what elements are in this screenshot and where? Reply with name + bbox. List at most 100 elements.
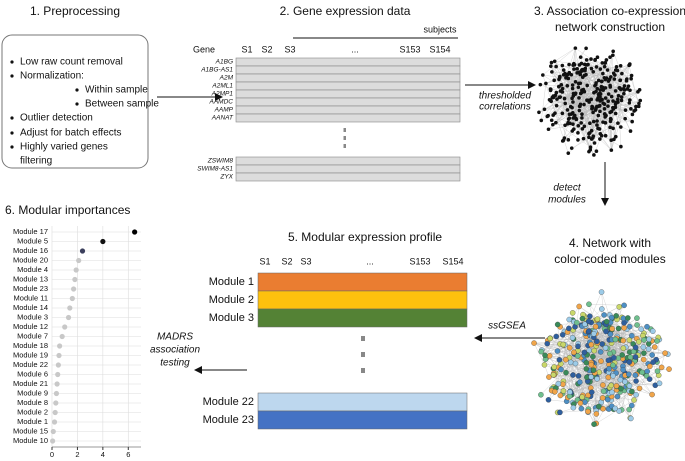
network-node bbox=[567, 112, 572, 117]
network-node bbox=[595, 97, 599, 102]
network-node bbox=[649, 391, 655, 398]
network-node bbox=[556, 84, 561, 89]
network-node bbox=[580, 75, 585, 80]
network-node bbox=[618, 63, 623, 68]
network-node bbox=[567, 116, 572, 120]
module-row bbox=[257, 392, 468, 412]
dot bbox=[56, 352, 62, 359]
network-node bbox=[587, 149, 591, 154]
network-node bbox=[611, 354, 617, 361]
network-edge bbox=[567, 106, 593, 124]
network-node bbox=[613, 383, 620, 389]
network-node bbox=[572, 67, 576, 71]
network-edge bbox=[551, 62, 560, 78]
network-node bbox=[593, 83, 597, 88]
arrow-label: thresholded bbox=[479, 91, 532, 102]
gene-row bbox=[235, 156, 461, 166]
network-node bbox=[551, 94, 556, 98]
network-node bbox=[572, 113, 577, 118]
network-node bbox=[645, 346, 652, 352]
network-node bbox=[612, 137, 616, 142]
bullet bbox=[10, 74, 14, 78]
network-node bbox=[585, 318, 592, 325]
network-node bbox=[603, 61, 607, 65]
network-node bbox=[577, 400, 584, 406]
network-node bbox=[628, 88, 632, 93]
network-node bbox=[594, 338, 600, 345]
network-edge bbox=[555, 69, 582, 123]
network-node bbox=[560, 388, 567, 394]
column-header: ... bbox=[366, 256, 374, 266]
network-node bbox=[542, 107, 547, 112]
network-node bbox=[626, 323, 633, 330]
network-node bbox=[584, 63, 589, 67]
network-node bbox=[582, 124, 587, 129]
network-node bbox=[567, 62, 571, 67]
network-node bbox=[656, 380, 663, 387]
network-node bbox=[591, 119, 596, 124]
network-node bbox=[549, 118, 554, 123]
network-node bbox=[646, 336, 652, 343]
gene-label: A1BG-AS1 bbox=[200, 67, 233, 74]
network-node bbox=[618, 78, 623, 82]
network-node bbox=[589, 66, 594, 71]
network-node bbox=[544, 81, 548, 86]
network-node bbox=[607, 331, 614, 337]
network-node bbox=[546, 127, 551, 132]
network-edge bbox=[559, 97, 616, 114]
gene-label: ZYX bbox=[219, 174, 233, 181]
network-node bbox=[555, 97, 559, 101]
network-node bbox=[603, 112, 607, 116]
y-tick-label: Module 17 bbox=[13, 227, 48, 236]
y-tick-label: Module 4 bbox=[17, 265, 48, 274]
network-node bbox=[596, 78, 601, 83]
gene-row bbox=[235, 113, 461, 123]
network-node bbox=[626, 406, 632, 413]
gene-row bbox=[235, 105, 461, 115]
panel-title: 3. Association co-expression bbox=[534, 4, 685, 18]
network-node bbox=[578, 55, 583, 59]
network-node bbox=[611, 105, 615, 110]
network-node bbox=[591, 110, 595, 115]
network-node bbox=[626, 337, 633, 343]
network-node bbox=[576, 131, 580, 135]
network-node bbox=[549, 64, 553, 68]
network-node bbox=[620, 345, 627, 352]
network-edge bbox=[608, 81, 631, 132]
network-node bbox=[565, 108, 570, 112]
network-node bbox=[575, 343, 581, 350]
column-header: S154 bbox=[442, 256, 463, 266]
list-item: Between sample bbox=[85, 99, 159, 110]
list-item: Adjust for batch effects bbox=[20, 128, 122, 139]
network-node bbox=[630, 112, 635, 117]
network-node bbox=[588, 361, 595, 368]
network-edge bbox=[562, 65, 610, 80]
network-node bbox=[594, 316, 601, 322]
network-node bbox=[621, 87, 626, 91]
y-tick-label: Module 20 bbox=[13, 255, 48, 264]
network-edge bbox=[548, 87, 606, 130]
x-tick-label: 2 bbox=[75, 450, 79, 459]
network-edge bbox=[550, 73, 566, 91]
network-edge bbox=[554, 103, 566, 114]
network-edge bbox=[616, 66, 632, 76]
network-edge bbox=[558, 367, 581, 404]
dot bbox=[50, 428, 56, 435]
network-node bbox=[649, 352, 655, 358]
network-node bbox=[633, 391, 639, 398]
network-node bbox=[626, 371, 632, 378]
y-tick-label: Module 5 bbox=[17, 236, 48, 245]
network-node bbox=[611, 53, 615, 58]
network-node bbox=[567, 389, 573, 395]
network-node bbox=[563, 123, 567, 128]
network-node bbox=[636, 385, 643, 392]
network-edge bbox=[631, 363, 653, 395]
network-node bbox=[576, 85, 581, 90]
network-node bbox=[554, 120, 558, 125]
network-node bbox=[644, 323, 650, 330]
network-node bbox=[616, 304, 622, 310]
dot bbox=[76, 257, 82, 264]
y-tick-label: Module 7 bbox=[17, 331, 48, 340]
list-item: Highly varied genes bbox=[20, 142, 108, 153]
